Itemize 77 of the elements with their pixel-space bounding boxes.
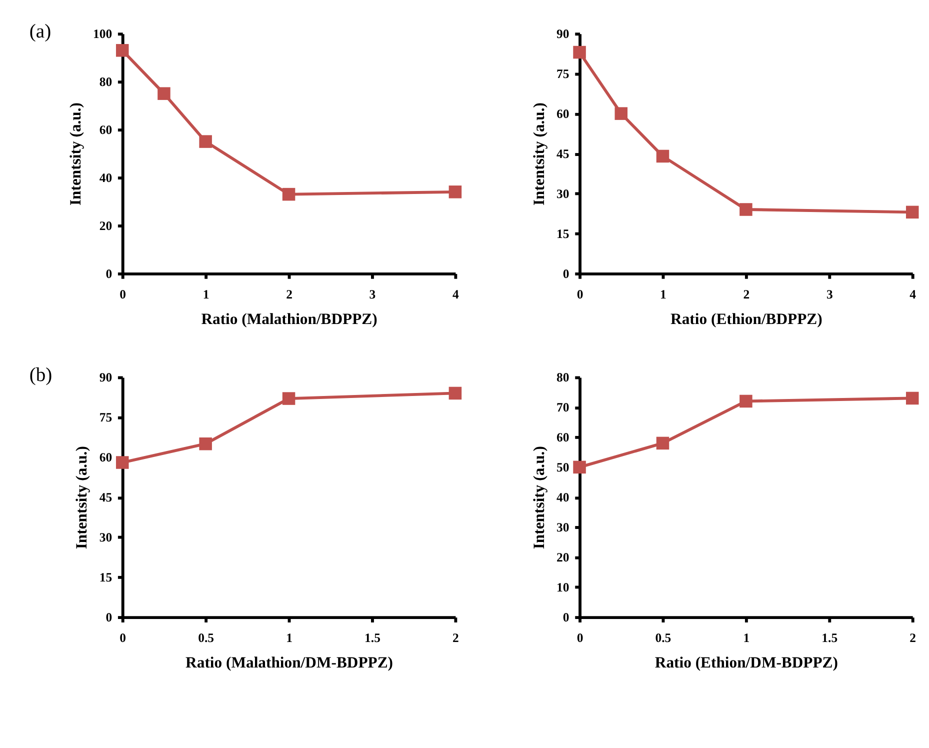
y-tick-label: 40 <box>556 490 570 505</box>
x-tick-label: 0 <box>576 631 584 646</box>
y-tick-label: 60 <box>99 122 112 137</box>
point <box>199 135 212 148</box>
point <box>448 386 462 400</box>
x-tick-label: 3 <box>826 287 833 302</box>
y-tick-label: 30 <box>99 530 112 545</box>
x-tick-label: 1.5 <box>822 631 838 646</box>
y-axis-title: Intentsity (a.u.) <box>67 102 84 206</box>
y-tick-label: 10 <box>556 580 570 594</box>
x-tick-label: 1 <box>286 631 292 646</box>
text: (a) <box>29 22 52 43</box>
y-tick-label: 0 <box>106 266 112 281</box>
y-tick-label: 90 <box>556 27 570 42</box>
x-tick-label: 0 <box>120 631 126 646</box>
y-tick-label: 15 <box>556 226 570 241</box>
x-axis-title: Ratio (Malathion/DM-BDPPZ) <box>186 654 393 672</box>
y-tick-label: 0 <box>562 610 570 624</box>
x-tick-label: 1 <box>660 287 666 302</box>
x-axis-title: Ratio (Ethion/BDPPZ) <box>670 310 822 328</box>
x-axis-title: Ratio (Ethion/DM-BDPPZ) <box>654 654 838 672</box>
point <box>906 392 919 405</box>
point <box>656 436 670 450</box>
x-tick-label: 2 <box>286 287 292 302</box>
x-tick-label: 2 <box>910 631 916 646</box>
x-tick-label: 1 <box>743 631 750 646</box>
y-tick-label: 0 <box>106 610 112 624</box>
y-tick-label: 80 <box>99 74 112 89</box>
x-tick-label: 0 <box>120 287 126 302</box>
y-axis-title: Intentsity (a.u.) <box>530 102 548 206</box>
point <box>158 87 170 100</box>
x-tick-label: 1.5 <box>364 631 380 646</box>
point <box>573 46 586 59</box>
x-tick-label: 2 <box>743 287 750 302</box>
point <box>906 206 919 219</box>
y-tick-label: 70 <box>556 400 570 415</box>
x-tick-label: 4 <box>910 287 917 302</box>
x-tick-label: 0 <box>576 287 584 302</box>
x-tick-label: 1 <box>202 287 210 302</box>
y-tick-label: 20 <box>99 218 112 233</box>
y-tick-label: 30 <box>556 186 570 201</box>
point <box>282 392 296 405</box>
y-tick-label: 0 <box>562 266 570 281</box>
point <box>199 437 212 450</box>
y-tick-label: 80 <box>556 370 570 385</box>
y-tick-label: 45 <box>99 490 112 505</box>
y-tick-label: 60 <box>556 430 570 445</box>
y-tick-label: 60 <box>556 106 570 121</box>
y-tick-label: 90 <box>99 370 112 385</box>
point <box>614 107 628 120</box>
y-tick-label: 100 <box>93 27 112 42</box>
point <box>573 460 586 474</box>
y-tick-label: 40 <box>99 170 112 185</box>
point <box>740 394 752 408</box>
point <box>448 186 462 198</box>
y-tick-label: 45 <box>556 146 570 161</box>
x-tick-label: 4 <box>452 287 460 302</box>
y-tick-label: 75 <box>556 66 570 81</box>
x-tick-label: 0.5 <box>655 631 672 646</box>
x-tick-label: 2 <box>452 631 459 646</box>
point <box>116 44 129 57</box>
text: (b) <box>29 365 52 386</box>
y-axis-title: Intentsity (a.u.) <box>74 446 91 550</box>
y-tick-label: 20 <box>556 550 570 565</box>
y-tick-label: 30 <box>556 520 570 535</box>
y-tick-label: 50 <box>556 460 570 475</box>
y-axis-title: Intentsity (a.u.) <box>530 446 548 550</box>
point <box>740 203 752 216</box>
x-tick-label: 3 <box>369 287 376 302</box>
y-tick-label: 60 <box>99 450 112 465</box>
point <box>656 150 670 163</box>
x-axis-title: Ratio (Malathion/BDPPZ) <box>201 310 378 328</box>
y-tick-label: 15 <box>99 570 112 584</box>
x-tick-label: 0.5 <box>198 631 214 646</box>
point <box>282 188 296 201</box>
y-tick-label: 75 <box>99 410 112 425</box>
point <box>116 456 129 469</box>
